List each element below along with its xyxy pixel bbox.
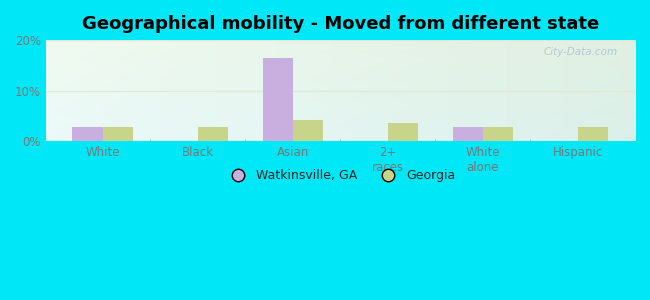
Bar bbox=[578, 127, 608, 141]
Bar bbox=[483, 127, 514, 141]
Bar bbox=[198, 127, 228, 141]
Text: City-Data.com: City-Data.com bbox=[543, 47, 618, 57]
Bar bbox=[103, 127, 133, 141]
Bar bbox=[452, 127, 483, 141]
Bar bbox=[293, 120, 323, 141]
Legend: Watkinsville, GA, Georgia: Watkinsville, GA, Georgia bbox=[221, 164, 460, 188]
Bar bbox=[263, 58, 293, 141]
Bar bbox=[72, 127, 103, 141]
Bar bbox=[388, 124, 419, 141]
Title: Geographical mobility - Moved from different state: Geographical mobility - Moved from diffe… bbox=[82, 15, 599, 33]
